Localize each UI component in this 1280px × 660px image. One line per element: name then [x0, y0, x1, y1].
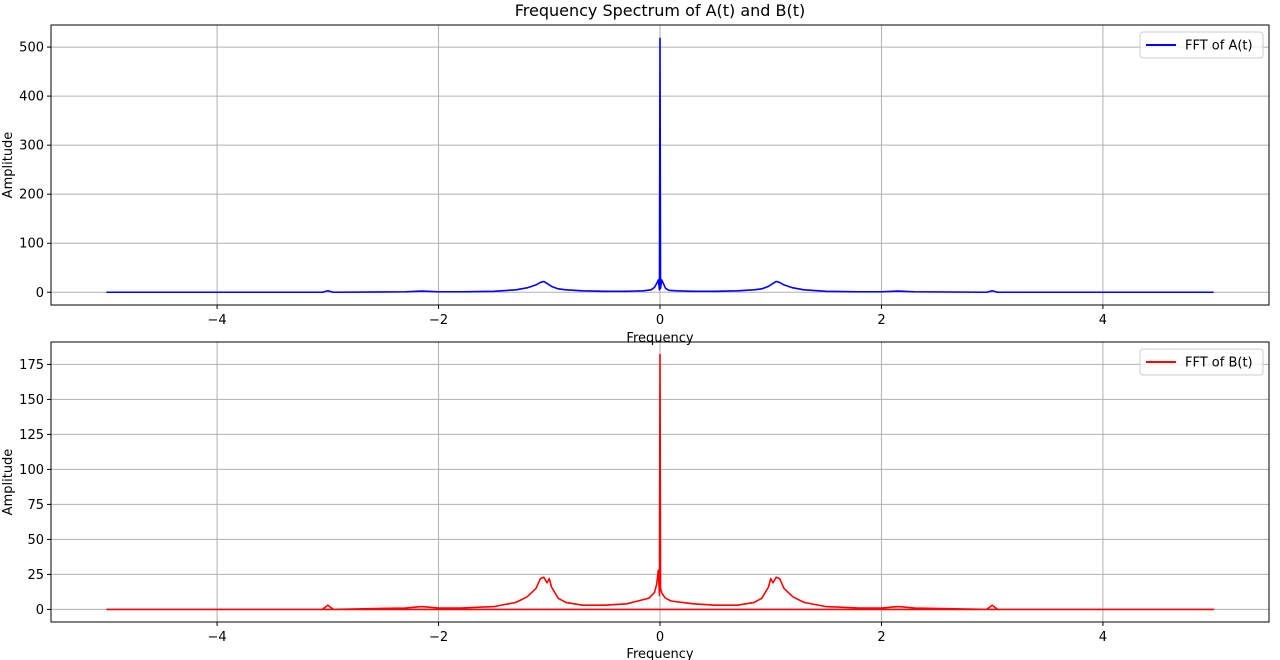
chart-a-ytick-label: 200: [19, 188, 44, 203]
chart-a-ylabel: Amplitude: [1, 132, 16, 199]
chart-a-ytick-label: 100: [19, 237, 44, 252]
chart-a-xtick-label: 0: [656, 313, 664, 328]
chart-b-ylabel: Amplitude: [1, 449, 16, 516]
chart-a-series-layer: [106, 37, 1214, 294]
chart-b-ticks: −4 −2 0 2 4 0 25 50 75 100 125 150 175: [19, 358, 1107, 645]
chart-b-ytick-label: 150: [19, 393, 44, 408]
chart-b-legend-box: [1139, 348, 1264, 376]
figure-title: Frequency Spectrum of A(t) and B(t): [515, 1, 806, 20]
chart-b-ytick-label: 75: [27, 498, 44, 513]
chart-a-xtick-label: 4: [1099, 313, 1107, 328]
chart-b-series-line: [106, 353, 1215, 611]
chart-b-series-layer: [106, 353, 1215, 611]
chart-b-ytick-label: 50: [27, 533, 44, 548]
chart-a-ytick-label: 500: [19, 41, 44, 56]
chart-a-legend-box: [1139, 31, 1264, 59]
chart-b-legend-label: FFT of B(t): [1185, 356, 1253, 371]
chart-a-ytick-label: 400: [19, 90, 44, 105]
chart-b-xlabel: Frequency: [626, 647, 693, 660]
chart-a-ytick-label: 0: [36, 286, 44, 301]
chart-a-legend: FFT of A(t): [1139, 31, 1264, 59]
chart-b-ytick-label: 100: [19, 463, 44, 478]
chart-b-xtick-label: 0: [656, 630, 664, 645]
chart-b-xtick-label: −2: [429, 630, 448, 645]
chart-b-xtick-label: 2: [877, 630, 885, 645]
chart-a-legend-label: FFT of A(t): [1185, 39, 1253, 54]
chart-b-legend: FFT of B(t): [1139, 348, 1264, 376]
chart-b-xtick-label: −4: [208, 630, 227, 645]
chart-a-xtick-label: −2: [429, 313, 448, 328]
chart-b-ytick-label: 125: [19, 428, 44, 443]
chart-b-xtick-label: 4: [1099, 630, 1107, 645]
chart-b-ytick-label: 0: [36, 603, 44, 618]
chart-a-ticks: −4 −2 0 2 4 0 100 200 300 400 500: [19, 41, 1107, 328]
chart-a-series-line: [106, 37, 1214, 294]
chart-b-ytick-label: 25: [27, 568, 44, 583]
chart-a-xtick-label: −4: [208, 313, 227, 328]
chart-a-ytick-label: 300: [19, 139, 44, 154]
chart-b-panel: −4 −2 0 2 4 0 25 50 75 100 125 150 175 Frequency Amp…: [1, 341, 1270, 660]
chart-b-ytick-label: 175: [19, 358, 44, 373]
chart-a-xtick-label: 2: [877, 313, 885, 328]
